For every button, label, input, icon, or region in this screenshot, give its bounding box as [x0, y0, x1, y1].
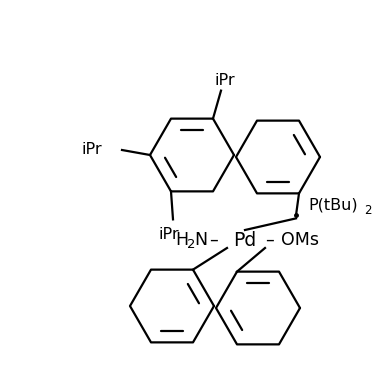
- Text: OMs: OMs: [281, 231, 319, 249]
- Text: 2: 2: [187, 237, 196, 251]
- Text: iPr: iPr: [159, 227, 179, 242]
- Text: 2: 2: [364, 204, 371, 217]
- Text: –: –: [265, 231, 274, 249]
- Text: N: N: [194, 231, 207, 249]
- Text: –: –: [209, 231, 217, 249]
- Text: P(tBu): P(tBu): [308, 198, 358, 213]
- Text: iPr: iPr: [81, 142, 102, 158]
- Text: Pd: Pd: [233, 230, 256, 249]
- Text: H: H: [175, 231, 188, 249]
- Text: iPr: iPr: [215, 73, 235, 88]
